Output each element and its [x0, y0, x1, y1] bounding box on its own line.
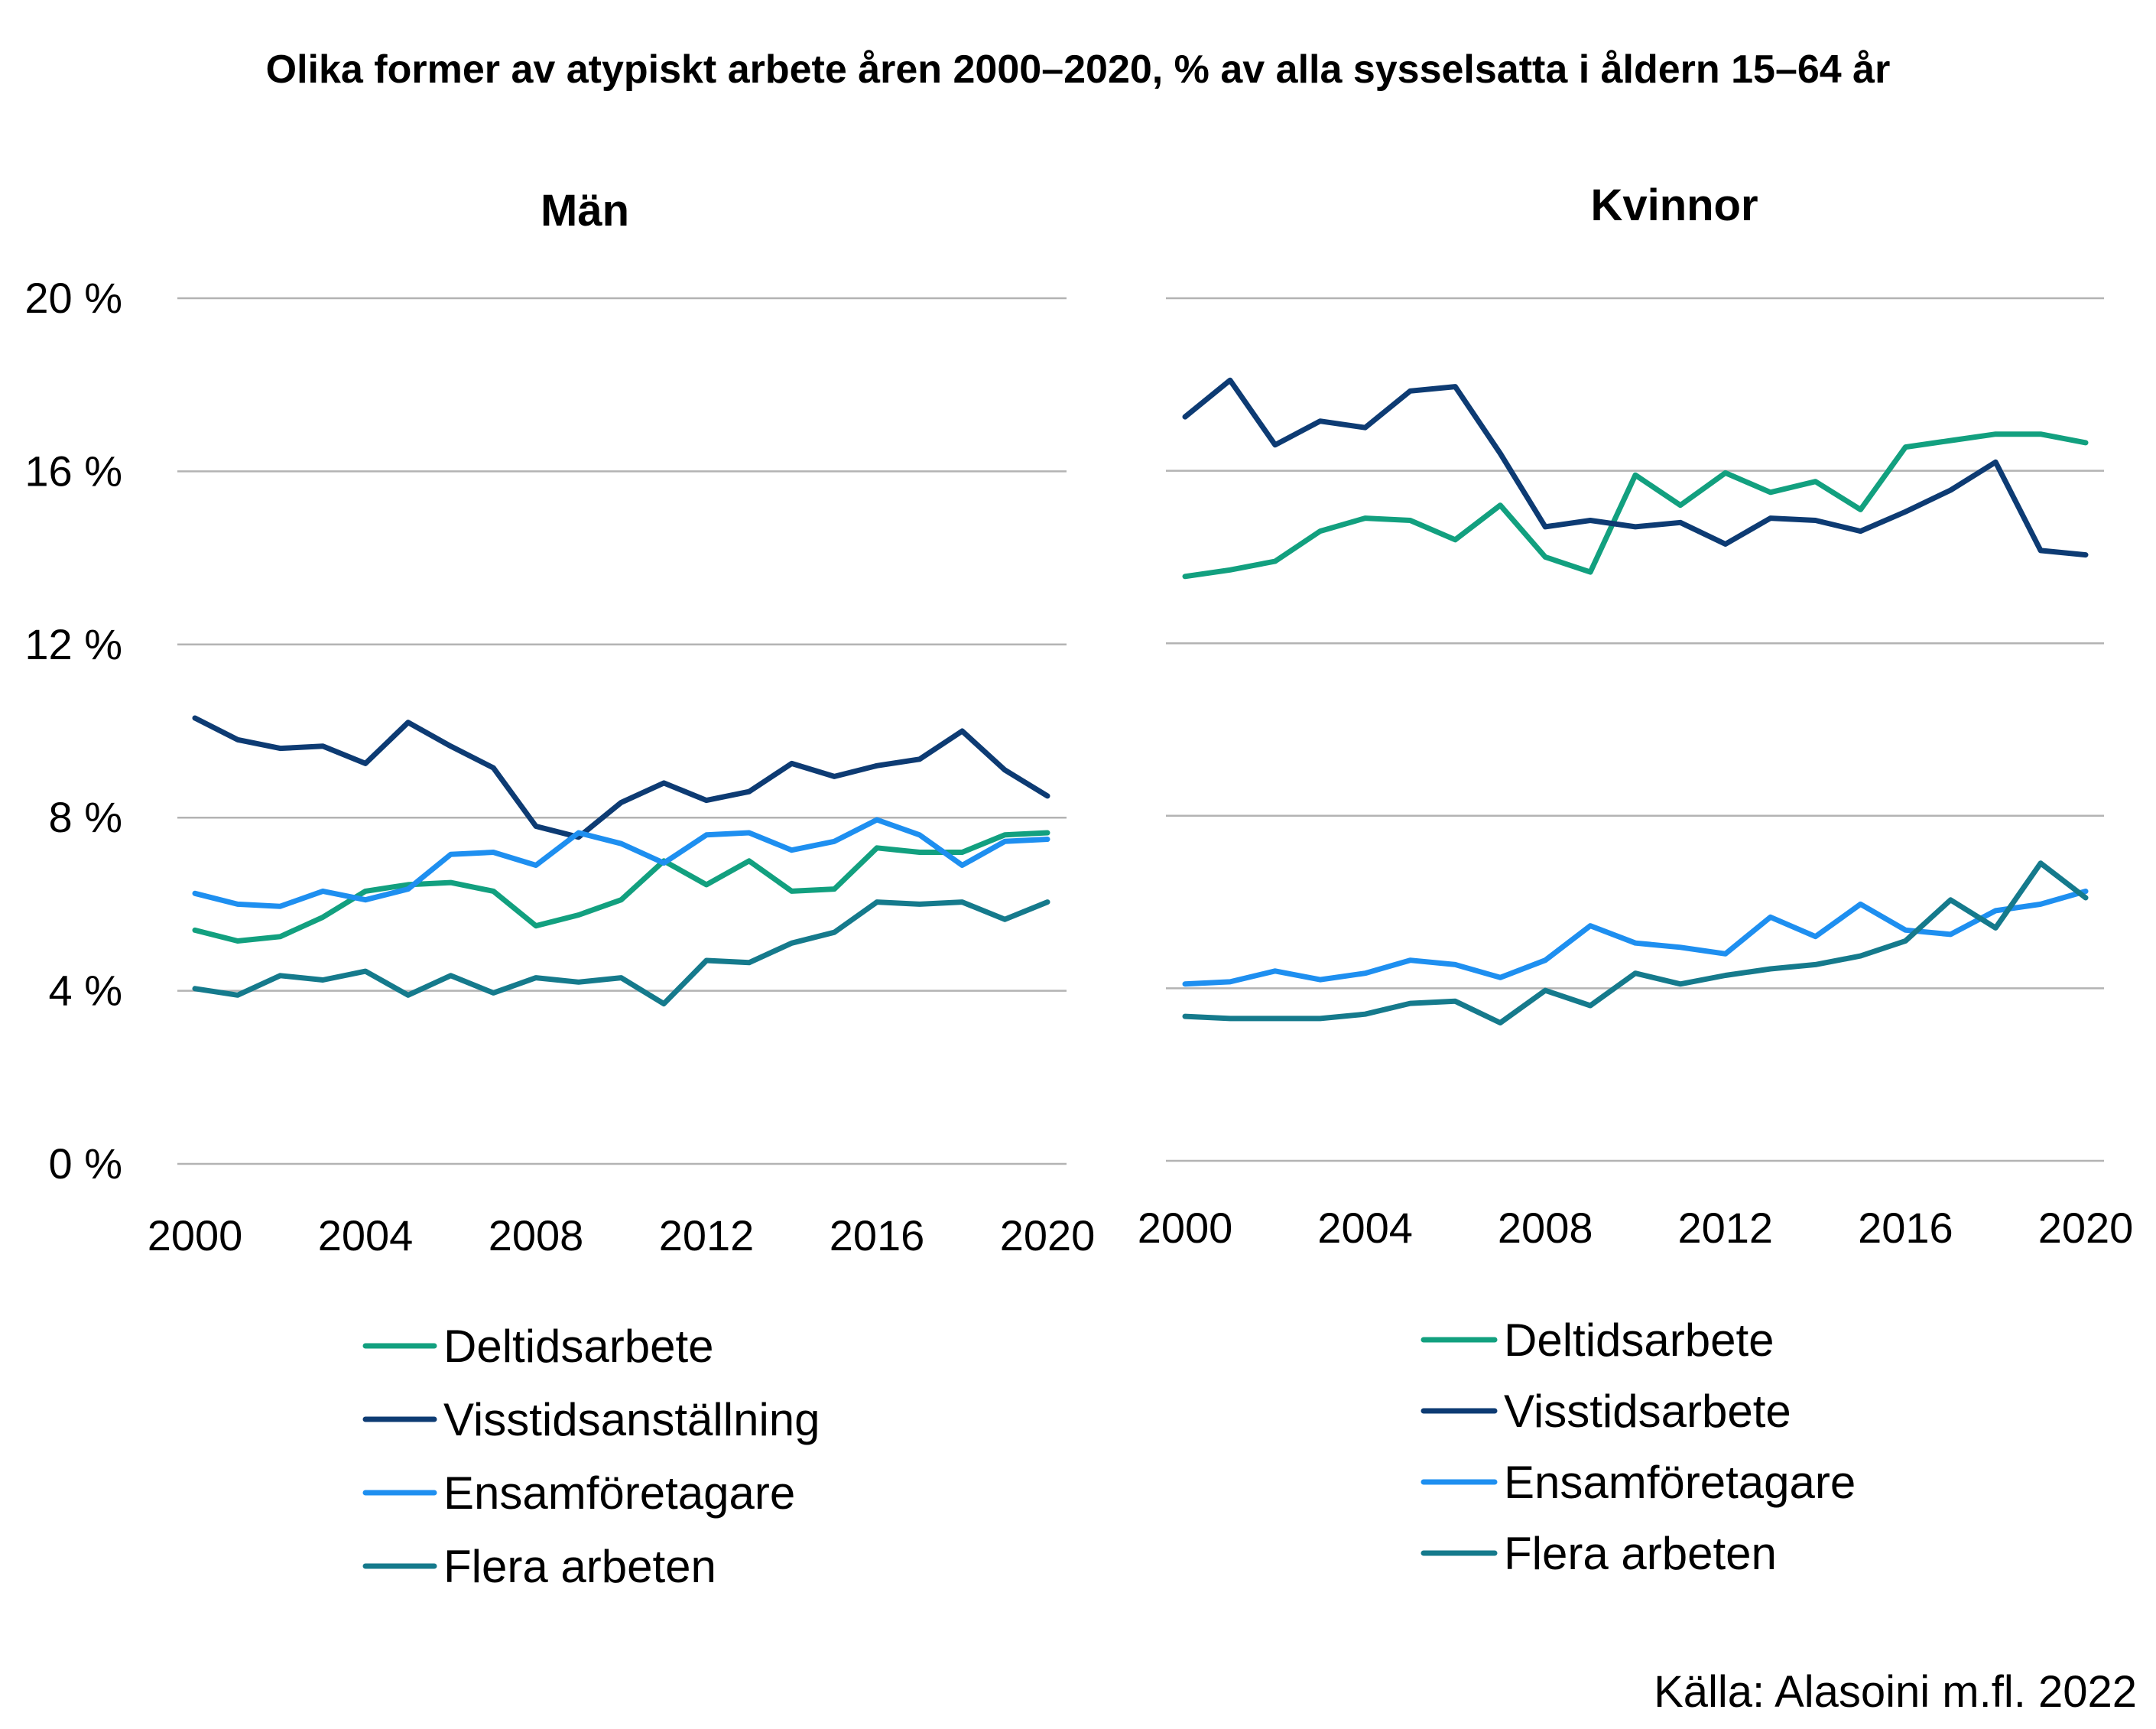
legend-label: Visstidsanställning — [443, 1394, 820, 1445]
series-line-visstidsanst-llning — [192, 715, 1050, 840]
panel-kvinnor: Kvinnor 2000 2004 2008 2012 2016 2020 Deltidsar… — [1138, 180, 2134, 1579]
legend-label: Ensamföretagare — [443, 1467, 795, 1519]
panel-title: Män — [541, 186, 629, 236]
x-tick-label: 2012 — [1678, 1204, 1774, 1252]
legend-label: Deltidsarbete — [443, 1321, 714, 1372]
y-tick-label: 16 % — [24, 447, 122, 495]
series-line-deltidsarbete — [192, 830, 1050, 944]
series-line-flera-arbeten — [1182, 860, 2089, 1025]
x-tick-label: 2012 — [659, 1211, 755, 1259]
x-tick-label: 2004 — [318, 1211, 414, 1259]
x-tick-label: 2000 — [148, 1211, 243, 1259]
x-tick-label: 2000 — [1138, 1204, 1233, 1252]
legend-label: Ensamföretagare — [1504, 1457, 1856, 1508]
series-line-ensamf-retagare — [192, 817, 1050, 909]
legend-label: Flera arbeten — [443, 1541, 716, 1592]
panel-title: Kvinnor — [1590, 180, 1758, 230]
x-tick-label: 2008 — [1498, 1204, 1593, 1252]
legend-label: Visstidsarbete — [1504, 1386, 1791, 1437]
legend-label: Deltidsarbete — [1504, 1315, 1774, 1366]
legend-label: Flera arbeten — [1504, 1528, 1777, 1579]
y-tick-label: 4 % — [49, 967, 123, 1015]
series-line-deltidsarbete — [1182, 431, 2089, 580]
x-tick-label: 2016 — [830, 1211, 925, 1259]
source-note: Källa: Alasoini m.fl. 2022 — [1654, 1667, 2137, 1717]
chart-title: Olika former av atypiskt arbete åren 200… — [266, 47, 1891, 92]
x-tick-label: 2004 — [1317, 1204, 1413, 1252]
y-tick-label: 8 % — [49, 793, 123, 841]
x-tick-label: 2016 — [1858, 1204, 1953, 1252]
y-tick-label: 20 % — [24, 274, 122, 322]
y-tick-label: 0 % — [49, 1139, 123, 1188]
series-line-flera-arbeten — [192, 899, 1050, 1007]
x-tick-label: 2020 — [2038, 1204, 2134, 1252]
panel-man: Män 0 % 4 % 8 % 12 % 16 % 20 % 2000 2004 2008 2012… — [24, 186, 1095, 1592]
series-line-visstidsarbete — [1182, 377, 2089, 558]
y-tick-label: 12 % — [24, 620, 122, 668]
x-tick-label: 2008 — [489, 1211, 584, 1259]
series-line-ensamf-retagare — [1182, 889, 2089, 987]
x-tick-label: 2020 — [1000, 1211, 1096, 1259]
